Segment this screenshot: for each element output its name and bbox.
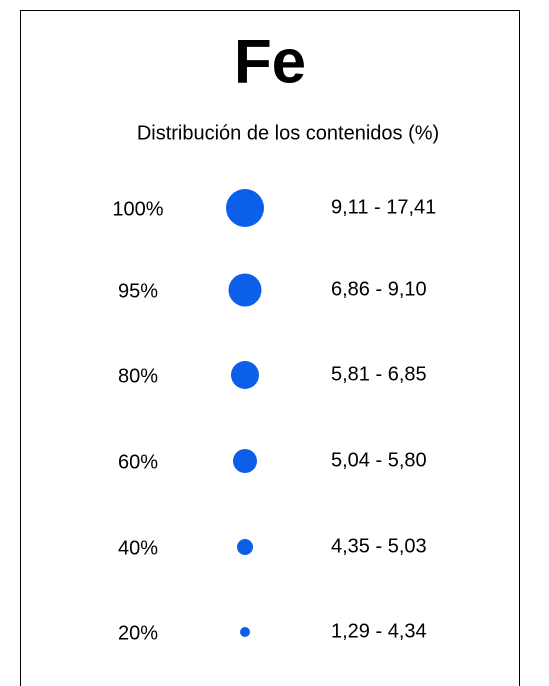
class-range: 5,04 - 5,80 [331, 449, 427, 471]
class-range: 9,11 - 17,41 [331, 196, 436, 218]
class-symbol [240, 627, 250, 637]
class-label: 60% [118, 451, 158, 473]
class-range: 6,86 - 9,10 [331, 278, 427, 300]
class-label: 40% [118, 537, 158, 559]
class-symbol [233, 449, 257, 473]
class-symbol [226, 189, 264, 227]
class-range: 1,29 - 4,34 [331, 620, 427, 642]
class-symbol [228, 273, 262, 307]
legend-subtitle: Distribución de los contenidos (%) [137, 122, 439, 144]
class-range: 5,81 - 6,85 [331, 363, 427, 385]
class-label: 95% [118, 280, 158, 302]
class-symbol [237, 539, 253, 555]
class-range: 4,35 - 5,03 [331, 535, 427, 557]
legend-title: Fe [234, 27, 306, 96]
class-label: 80% [118, 365, 158, 387]
class-label: 100% [112, 198, 163, 220]
legend-frame [20, 10, 520, 686]
class-label: 20% [118, 622, 158, 644]
class-symbol [231, 361, 259, 389]
